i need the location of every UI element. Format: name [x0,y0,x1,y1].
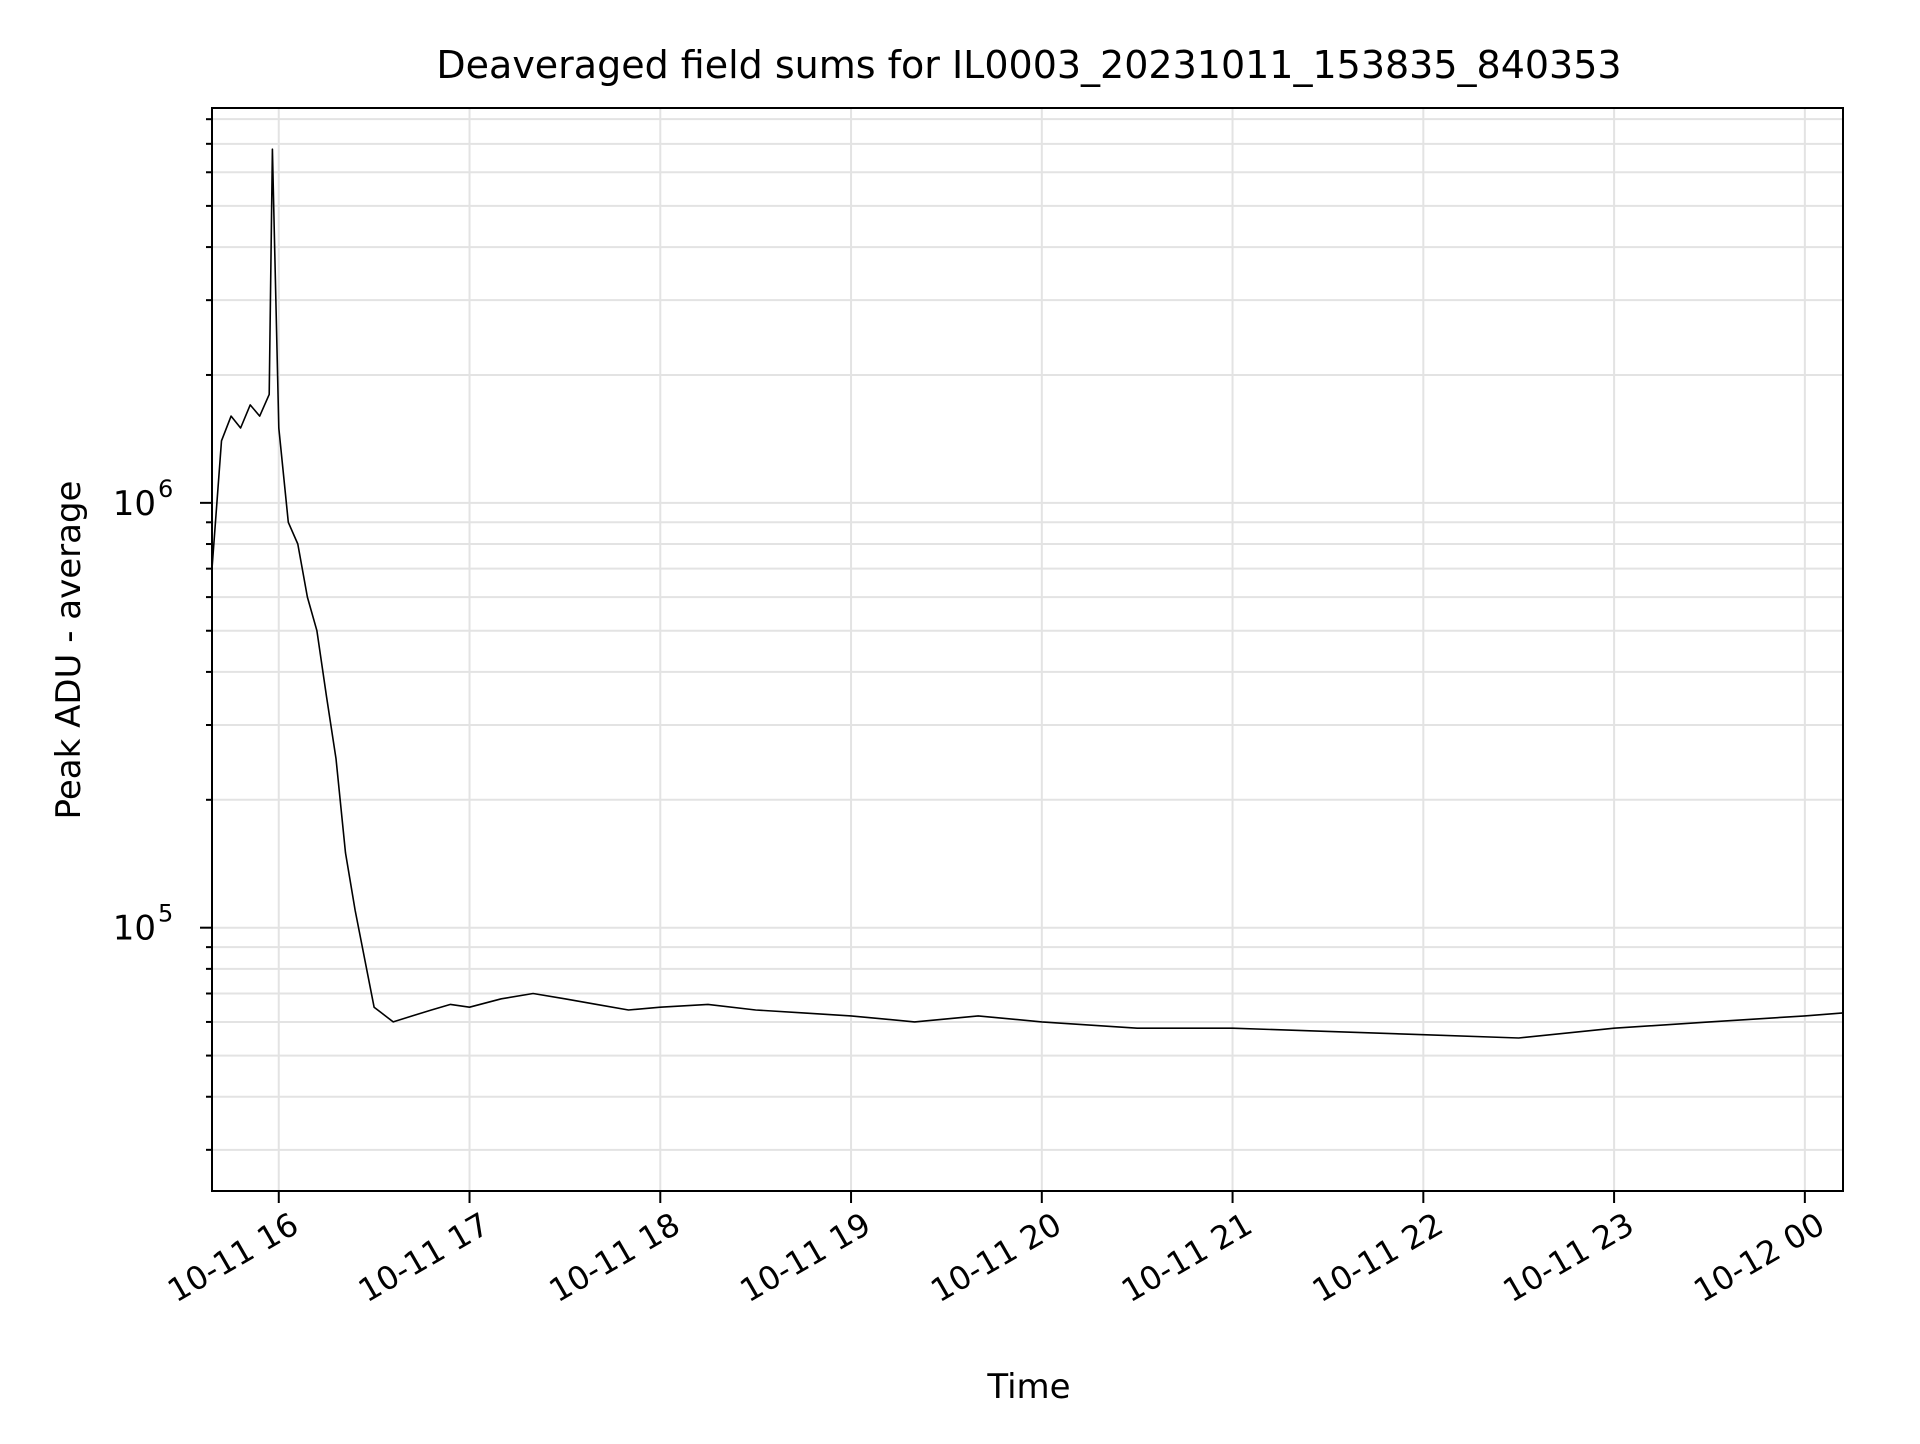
grid-layer [212,108,1843,1191]
x-axis-label: Time [986,1367,1070,1407]
y-tick-label-exponent: 5 [158,900,173,928]
y-axis-label: Peak ADU - average [49,481,89,820]
series-line [211,148,1844,1039]
axes-frame [211,107,1844,1192]
plot-layer [211,148,1844,1039]
y-tick-label-exponent: 6 [158,475,173,503]
y-tick-label: 10 [113,909,156,949]
chart-title: Deaveraged field sums for IL0003_2023101… [436,43,1621,87]
y-tick-label: 10 [113,484,156,524]
